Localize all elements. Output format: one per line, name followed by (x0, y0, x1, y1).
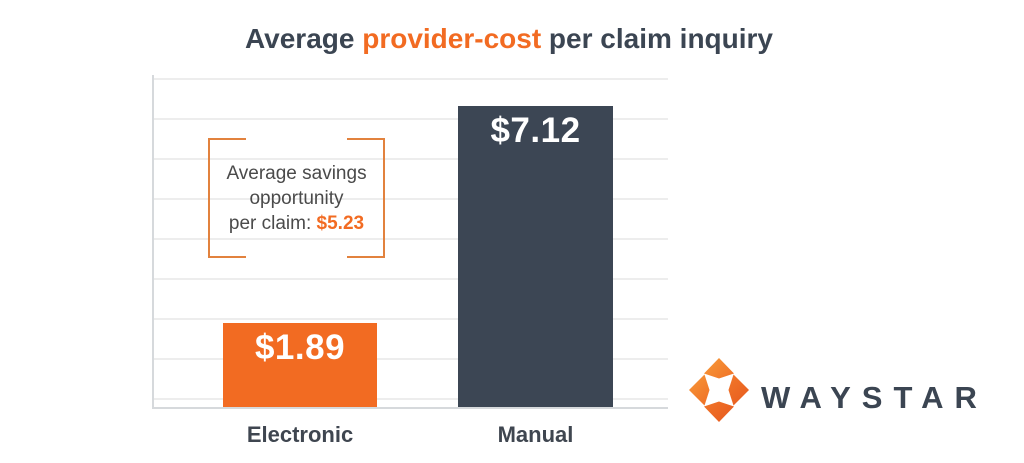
bar-value-electronic: $1.89 (254, 328, 346, 367)
bar-chart-plot-area: $1.89 $7.12 (152, 75, 668, 409)
title-prefix: Average (244, 23, 363, 54)
title-suffix: per claim inquiry (541, 23, 774, 54)
savings-annotation: Average savings opportunity per claim: $… (208, 138, 385, 258)
annotation-line-1: Average savings (226, 162, 367, 184)
x-axis-line (152, 407, 668, 409)
annotation-line-3: per claim: $5.23 (229, 211, 364, 236)
annotation-text: Average savings opportunity per claim: $… (208, 138, 385, 258)
annotation-line-2: opportunity (249, 187, 344, 209)
waystar-logo: WAYSTAR (688, 357, 988, 423)
chart-title: Average provider-cost per claim inquiry (0, 22, 1018, 56)
title-highlight: provider-cost (362, 23, 542, 54)
bar-value-manual: $7.12 (490, 111, 581, 150)
bracket-right-icon (347, 138, 385, 258)
waystar-compass-star-icon (689, 358, 749, 422)
annotation-savings-value: $5.23 (316, 212, 365, 234)
waystar-wordmark: WAYSTAR (761, 380, 988, 415)
bar-manual: $7.12 (458, 106, 613, 407)
category-label-manual: Manual (497, 422, 574, 447)
category-label-electronic: Electronic (246, 422, 354, 447)
bar-electronic: $1.89 (223, 323, 377, 407)
bracket-left-icon (208, 138, 246, 258)
annotation-line-3-prefix: per claim: (228, 212, 317, 234)
y-axis-line (152, 75, 154, 409)
